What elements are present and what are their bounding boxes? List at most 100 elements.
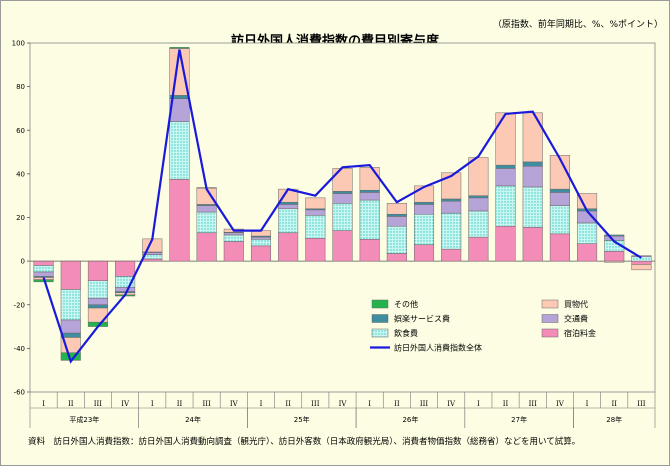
bar-segment (142, 258, 163, 262)
y-tick-label: -40 (14, 345, 25, 353)
x-tick-label: II (177, 400, 183, 408)
bar-segment (33, 271, 54, 277)
bar-segment (33, 265, 54, 273)
bar-segment (522, 112, 543, 163)
bar-segment (359, 239, 380, 262)
y-tick-label: -20 (14, 301, 25, 309)
x-tick-label: IV (230, 400, 239, 408)
bar-segment (468, 157, 489, 196)
bar-segment (631, 260, 652, 265)
bar-segment (386, 253, 407, 262)
bar-segment (522, 186, 543, 228)
legend-swatch (541, 314, 559, 323)
legend-label: その他 (394, 299, 418, 309)
year-label: 28年 (606, 415, 622, 424)
x-tick-label: IV (121, 400, 130, 408)
bar-segment (577, 210, 598, 224)
bar-segment (305, 209, 326, 216)
legend-swatch (371, 328, 389, 338)
bar-segment (495, 112, 516, 166)
bar-segment (278, 204, 299, 210)
bar-segment (305, 197, 326, 210)
bar-segment (604, 234, 625, 237)
legend-label: 娯楽サービス費 (394, 314, 450, 324)
bar-segment (87, 260, 108, 282)
bar-segment (577, 222, 598, 244)
bar-segment (413, 244, 435, 262)
year-label: 27年 (511, 415, 527, 424)
bar-segment (386, 216, 407, 227)
bar-segment (169, 47, 190, 49)
bar-segment (441, 172, 462, 200)
bar-segment (250, 239, 272, 247)
x-tick-label: I (477, 400, 480, 408)
bar-segment (87, 280, 108, 299)
bar-segment (549, 192, 570, 206)
x-tick-label: II (68, 400, 74, 408)
legend-label: 訪日外国人消費指数全体 (394, 343, 482, 353)
legend-swatch (371, 314, 389, 323)
bar-segment (522, 165, 543, 188)
year-label: 26年 (402, 415, 418, 424)
bar-segment (468, 197, 489, 212)
bar-segment (549, 205, 570, 235)
bar-segment (441, 198, 462, 202)
y-tick-label: -60 (14, 389, 25, 397)
legend-label: 交通費 (564, 314, 588, 324)
bar-segment (278, 232, 299, 262)
bar-segment (196, 211, 217, 234)
bar-segment (495, 164, 516, 169)
bar-segment (441, 200, 462, 214)
bar-segment (359, 167, 380, 191)
bar-segment (60, 289, 81, 321)
legend-label: 飲食費 (394, 328, 418, 338)
x-tick-label: II (503, 400, 509, 408)
bar-segment (604, 235, 625, 241)
legend-swatch (541, 299, 559, 309)
x-tick-label: IV (339, 400, 348, 408)
x-tick-label: III (311, 400, 320, 408)
bar-segment (278, 208, 299, 234)
bar-segment (441, 212, 462, 250)
bar-segment (468, 236, 489, 262)
x-tick-label: III (420, 400, 429, 408)
bar-segment (359, 192, 380, 201)
bar-segment (549, 233, 570, 262)
bar-segment (359, 199, 380, 240)
bar-segment (196, 205, 217, 213)
total-index-line (42, 49, 642, 364)
bar-segment (522, 227, 543, 262)
bar-segment (468, 210, 489, 238)
bar-segment (495, 185, 516, 227)
bar-segment (223, 234, 244, 242)
y-tick-label: 80 (16, 83, 25, 91)
bar-segment (305, 215, 326, 239)
x-tick-label: III (202, 400, 211, 408)
legend-swatch (371, 299, 389, 309)
x-tick-label: I (368, 400, 371, 408)
bar-segment (332, 191, 353, 194)
x-tick-label: III (637, 400, 646, 408)
x-tick-label: IV (447, 400, 456, 408)
bar-segment (549, 155, 570, 190)
bar-segment (631, 264, 652, 271)
legend-label: 買物代 (564, 299, 588, 309)
bar-segment (386, 203, 407, 215)
legend-swatch (541, 328, 559, 338)
bar-segment (359, 189, 380, 193)
x-tick-label: III (529, 400, 538, 408)
bar-segment (604, 251, 625, 262)
bar-segment (87, 297, 108, 305)
total-line (42, 49, 642, 364)
bar-segment (468, 195, 489, 199)
source-note: 資料 訪日外国人消費指数：訪日外国人消費動向調査（観光庁）、訪日外客数（日本政府… (28, 436, 580, 447)
y-tick-label: 20 (16, 214, 25, 222)
bar-segment (115, 260, 136, 277)
x-tick-label: II (394, 400, 400, 408)
x-tick-label: II (285, 400, 291, 408)
bar-segment (386, 225, 407, 254)
year-label: 24年 (185, 415, 201, 424)
y-tick-label: 40 (16, 170, 25, 178)
